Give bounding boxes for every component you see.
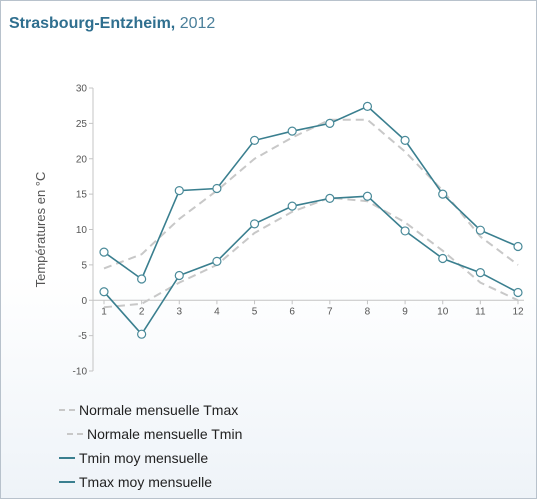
dashed-line-icon (67, 433, 83, 435)
data-point (438, 253, 448, 264)
data-point (400, 226, 410, 236)
data-point (325, 193, 335, 203)
title-year: 2012 (179, 15, 216, 32)
x-tick-label: 12 (512, 306, 524, 317)
data-point (513, 241, 523, 252)
data-point (475, 225, 485, 235)
solid-line-icon (59, 481, 75, 483)
data-point (400, 135, 410, 145)
x-tick-label: 2 (139, 306, 145, 317)
data-point (513, 287, 523, 298)
data-point (475, 268, 485, 278)
x-tick-label: 8 (365, 306, 371, 317)
y-tick-label: 25 (76, 119, 88, 130)
data-point (438, 189, 448, 199)
data-point (137, 329, 147, 339)
legend-item-tmax-moy: Tmax moy mensuelle (59, 470, 242, 494)
y-tick-label: -10 (73, 367, 88, 378)
data-point (137, 274, 147, 284)
data-point (249, 135, 260, 145)
series-line-3 (103, 105, 519, 281)
y-tick-label: -5 (78, 331, 87, 342)
data-point (212, 183, 222, 194)
legend-label: Normale mensuelle Tmax (79, 402, 239, 418)
x-tick-label: 5 (252, 306, 258, 317)
y-tick-label: 10 (76, 225, 88, 236)
data-point (287, 126, 297, 136)
x-tick-label: 7 (327, 306, 333, 317)
series-line-1 (103, 196, 519, 309)
legend-label: Normale mensuelle Tmin (87, 426, 243, 442)
data-point (99, 287, 109, 297)
legend-item-tmin-moy: Tmin moy mensuelle (59, 446, 242, 470)
data-point (99, 247, 109, 257)
y-tick-label: 15 (76, 190, 88, 201)
x-tick-label: 10 (437, 306, 449, 317)
y-tick-label: 30 (76, 84, 88, 95)
legend-label: Tmin moy mensuelle (79, 450, 209, 466)
y-tick-label: 20 (76, 154, 88, 165)
x-tick-label: 4 (214, 306, 220, 317)
solid-line-icon (59, 457, 75, 459)
title-location: Strasbourg-Entzheim, (9, 15, 176, 32)
x-tick-label: 3 (176, 306, 182, 317)
x-tick-label: 11 (475, 306, 486, 317)
series-line-0 (103, 118, 519, 270)
data-point (249, 219, 260, 229)
data-point (174, 270, 184, 281)
chart-legend: Normale mensuelle Tmax Normale mensuelle… (59, 398, 242, 494)
series-line-2 (103, 195, 519, 336)
x-tick-label: 6 (289, 306, 295, 317)
legend-item-normale-tmax: Normale mensuelle Tmax (59, 398, 242, 422)
data-point (362, 191, 373, 201)
data-point (212, 256, 222, 266)
y-axis-label: Températures en °C (33, 172, 48, 288)
x-tick-label: 9 (402, 306, 408, 317)
y-tick-label: 0 (81, 296, 87, 307)
chart-title: Strasbourg-Entzheim, 2012 (9, 15, 215, 33)
x-tick-label: 1 (101, 306, 107, 317)
legend-item-normale-tmin: Normale mensuelle Tmin (59, 422, 242, 446)
legend-label: Tmax moy mensuelle (79, 474, 213, 490)
dashed-line-icon (59, 409, 75, 411)
y-tick-label: 5 (81, 260, 87, 271)
data-point (325, 118, 335, 128)
data-point (287, 201, 297, 211)
data-point (174, 185, 184, 196)
data-point (362, 101, 373, 111)
